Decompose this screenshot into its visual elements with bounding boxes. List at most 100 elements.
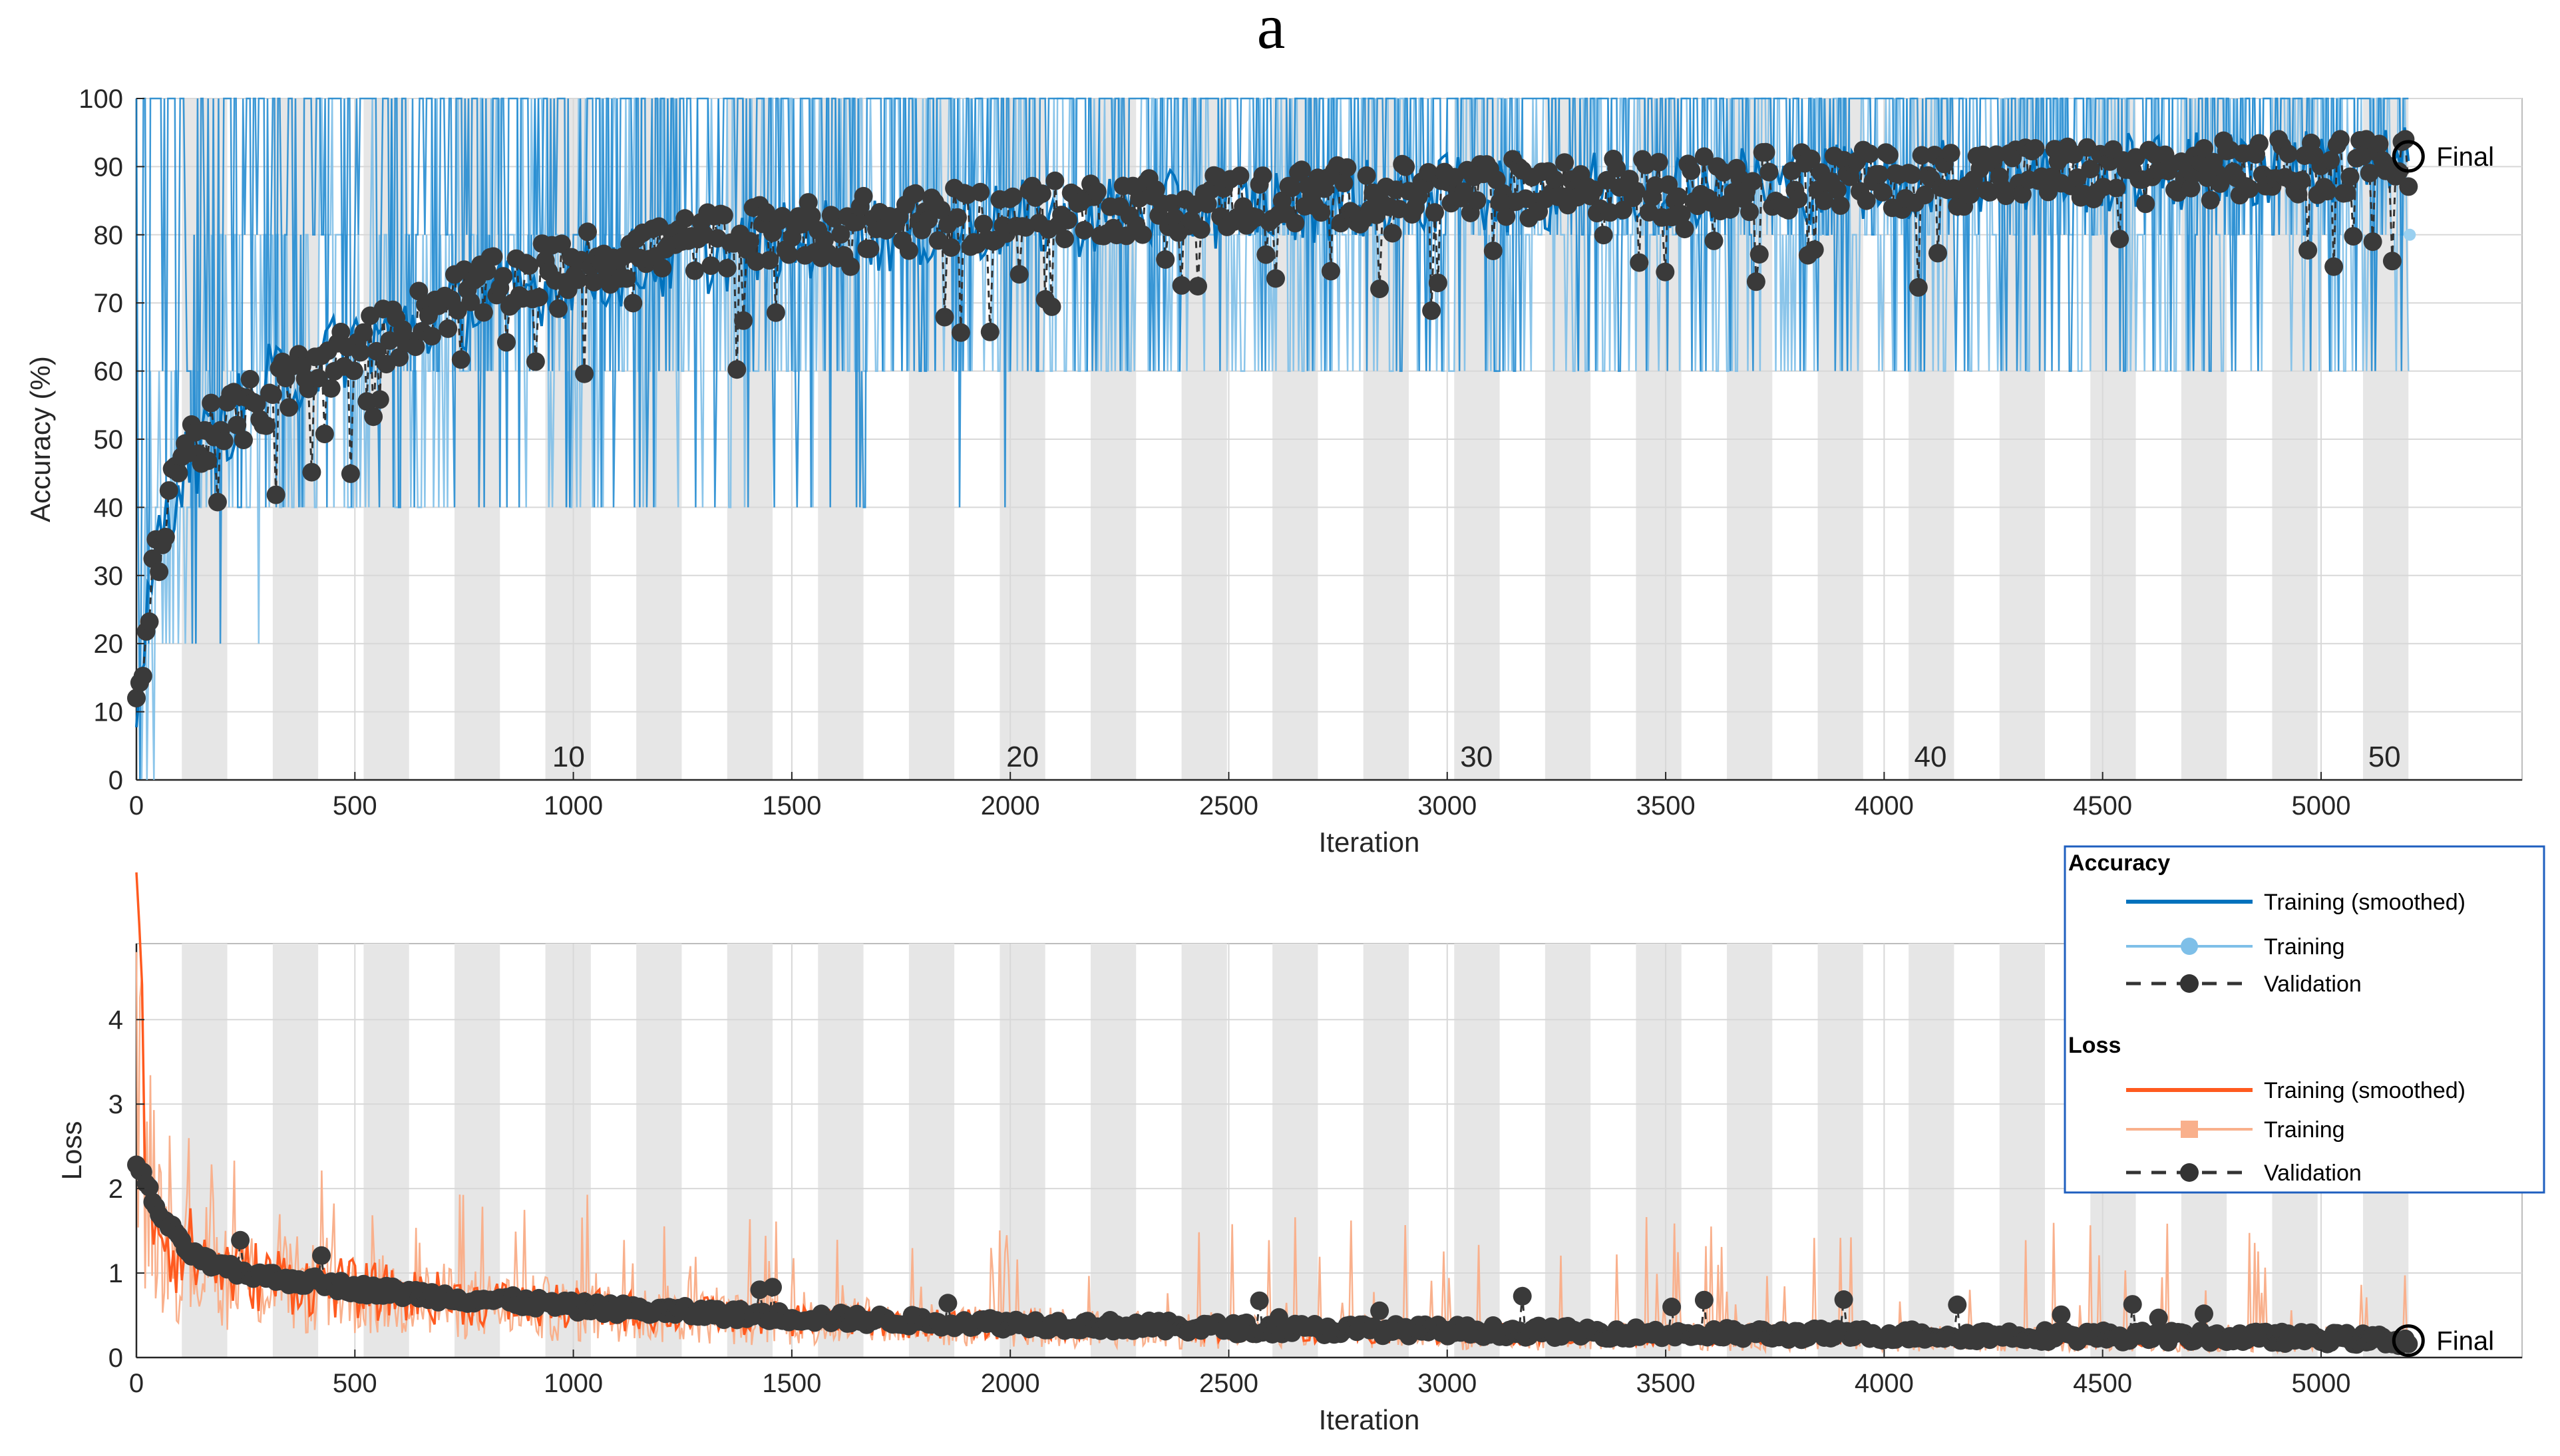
accuracy-validation-point — [354, 323, 373, 342]
accuracy-validation-point — [740, 232, 759, 251]
legend-loss-validation-marker — [2180, 1163, 2199, 1182]
epoch-band — [1091, 944, 1137, 1358]
loss-final-marker: Final — [2392, 1324, 2494, 1358]
accuracy-validation-point — [1058, 210, 1077, 230]
accuracy-validation-point — [935, 307, 954, 327]
accuracy-validation-point — [2324, 257, 2344, 276]
loss-x-ticks: 0 500 1000 1500 2000 2500 3000 3500 4000 4500 5000 — [129, 1350, 2350, 1398]
accuracy-validation-point — [2318, 182, 2337, 201]
accuracy-validation-point — [1607, 158, 1626, 178]
accuracy-validation-point — [860, 239, 880, 258]
accuracy-validation-point — [451, 350, 470, 369]
accuracy-validation-point — [1003, 187, 1022, 206]
accuracy-validation-point — [2330, 130, 2350, 149]
accuracy-validation-point — [1396, 157, 1415, 176]
accuracy-validation-point — [1860, 144, 1879, 164]
legend-box — [2064, 845, 2545, 1194]
x-tick-label: 2500 — [1199, 791, 1258, 820]
accuracy-validation-point — [497, 333, 516, 352]
accuracy-validation-point — [367, 341, 386, 361]
accuracy-validation-point — [1584, 180, 1603, 200]
accuracy-validation-point — [1805, 240, 1824, 260]
accuracy-validation-point — [1191, 220, 1210, 239]
accuracy-validation-point — [159, 481, 178, 500]
accuracy-validation-point — [2370, 134, 2389, 154]
accuracy-validation-point — [2292, 171, 2311, 190]
legend-loss-smoothed-label: Training (smoothed) — [2264, 1078, 2466, 1103]
accuracy-validation-point — [773, 207, 792, 226]
accuracy-validation-point — [841, 257, 860, 276]
loss-validation-point — [938, 1294, 958, 1313]
accuracy-validation-point — [1672, 204, 1691, 224]
accuracy-validation-point — [1941, 144, 1960, 163]
accuracy-validation-point — [617, 269, 636, 288]
epoch-band — [1636, 944, 1682, 1358]
legend-accuracy-validation-label: Validation — [2264, 972, 2362, 997]
accuracy-validation-point — [406, 337, 425, 357]
accuracy-validation-point — [169, 463, 188, 482]
legend-accuracy-training-label: Training — [2264, 934, 2345, 960]
loss-x-label: Iteration — [1319, 1404, 1420, 1435]
accuracy-validation-point — [529, 287, 548, 307]
x-tick-label: 3000 — [1417, 791, 1477, 820]
loss-validation-point — [140, 1178, 159, 1197]
accuracy-validation-point — [2026, 139, 2045, 158]
epoch-label: 30 — [1460, 741, 1493, 773]
accuracy-validation-point — [1087, 182, 1107, 202]
accuracy-panel: 10 20 30 40 50 0 500 1000 1500 2000 2500 3000 3500 4… — [25, 85, 2523, 858]
accuracy-validation-point — [1467, 191, 1487, 210]
accuracy-final-circle — [2392, 140, 2425, 173]
loss-validation-point — [763, 1278, 782, 1297]
accuracy-validation-point — [1075, 221, 1094, 240]
accuracy-validation-point — [919, 210, 938, 230]
accuracy-validation-point — [266, 485, 285, 504]
accuracy-validation-point — [2360, 164, 2379, 183]
accuracy-validation-point — [584, 272, 604, 291]
accuracy-validation-point — [1338, 158, 1357, 177]
accuracy-validation-point — [380, 331, 399, 350]
loss-validation-point — [2052, 1305, 2071, 1324]
accuracy-validation-point — [1321, 262, 1340, 281]
accuracy-validation-point — [1870, 165, 1889, 184]
x-tick-label: 3500 — [1636, 1369, 1696, 1398]
accuracy-validation-point — [341, 464, 360, 483]
accuracy-validation-point — [766, 303, 785, 322]
accuracy-validation-point — [1704, 231, 1724, 250]
loss-validation-point — [1250, 1291, 1269, 1310]
accuracy-y-label: Accuracy (%) — [25, 356, 56, 522]
accuracy-validation-point — [1172, 275, 1191, 295]
loss-validation-point — [2195, 1304, 2213, 1324]
accuracy-validation-point — [2136, 194, 2155, 214]
accuracy-validation-point — [971, 182, 990, 202]
accuracy-validation-point — [1256, 245, 1276, 264]
y-tick-label: 0 — [108, 1344, 123, 1373]
accuracy-validation-point — [2249, 134, 2269, 153]
accuracy-validation-point — [974, 214, 993, 234]
accuracy-validation-point — [717, 259, 737, 277]
accuracy-validation-point — [439, 319, 458, 338]
loss-validation-point — [1694, 1290, 1714, 1310]
accuracy-validation-point — [1649, 152, 1668, 172]
accuracy-validation-point — [802, 206, 821, 226]
accuracy-validation-point — [208, 492, 227, 512]
accuracy-validation-point — [1720, 200, 1739, 219]
accuracy-validation-point — [1189, 277, 1207, 296]
accuracy-validation-point — [1032, 184, 1051, 204]
accuracy-validation-point — [228, 415, 247, 435]
accuracy-validation-point — [1996, 186, 2016, 206]
accuracy-validation-point — [1422, 301, 1441, 320]
legend-accuracy-training-marker — [2181, 938, 2198, 955]
loss-final-circle — [2392, 1324, 2425, 1358]
y-tick-label: 4 — [108, 1005, 123, 1035]
accuracy-x-ticks: 0 500 1000 1500 2000 2500 3000 3500 4000 4500 5000 — [129, 772, 2350, 820]
accuracy-validation-point — [1266, 269, 1285, 288]
y-tick-label: 60 — [94, 357, 124, 387]
accuracy-validation-point — [198, 451, 218, 470]
accuracy-validation-point — [1749, 245, 1769, 264]
accuracy-validation-point — [364, 407, 383, 427]
accuracy-validation-point — [549, 299, 568, 318]
accuracy-validation-point — [494, 267, 513, 286]
accuracy-validation-point — [2337, 183, 2356, 202]
